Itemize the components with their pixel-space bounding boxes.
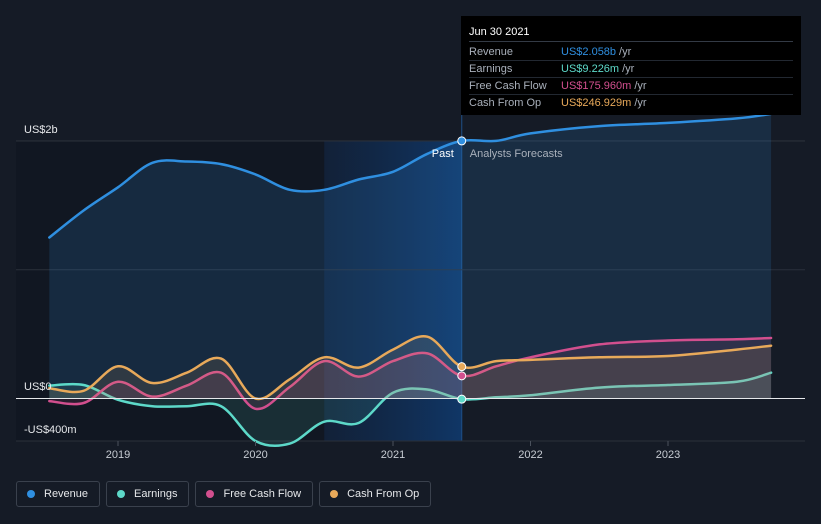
x-tick-label-2022: 2022 bbox=[518, 449, 542, 461]
tooltip-date: Jun 30 2021 bbox=[469, 25, 793, 42]
series-marker-cash-from-op bbox=[457, 362, 467, 372]
tooltip-value-cfo: US$246.929m bbox=[561, 97, 632, 109]
x-tick-label-2023: 2023 bbox=[656, 449, 680, 461]
revenue-dot-icon bbox=[27, 490, 35, 498]
earnings-dot-icon bbox=[117, 490, 126, 498]
tooltip-row-cfo: Cash From Op US$246.929m /yr bbox=[469, 95, 793, 111]
fcf-dot-icon bbox=[206, 490, 215, 498]
x-tick-label-2019: 2019 bbox=[106, 449, 130, 461]
y-label-top: US$2b bbox=[24, 124, 58, 136]
series-line-cash-from-op bbox=[48, 334, 773, 401]
legend: Revenue Earnings Free Cash Flow Cash Fro… bbox=[16, 481, 432, 507]
legend-item-cfo[interactable]: Cash From Op bbox=[319, 481, 432, 507]
past-label: Past bbox=[432, 148, 454, 160]
x-tick-label-2021: 2021 bbox=[381, 449, 405, 461]
tooltip-label-fcf: Free Cash Flow bbox=[469, 80, 547, 92]
tooltip-row-earnings: Earnings US$9.226m /yr bbox=[469, 61, 793, 78]
tooltip-unit-fcf: /yr bbox=[634, 80, 647, 92]
tooltip-value-fcf: US$175.960m bbox=[561, 80, 632, 92]
tooltip-label-cfo: Cash From Op bbox=[469, 97, 542, 109]
tooltip: Jun 30 2021 Revenue US$2.058b /yr Earnin… bbox=[461, 16, 801, 115]
forecast-label: Analysts Forecasts bbox=[470, 148, 563, 160]
y-label-bottom: -US$400m bbox=[24, 424, 77, 436]
legend-label-earnings: Earnings bbox=[134, 488, 178, 500]
series-area-free-cash-flow bbox=[49, 338, 772, 410]
series-area-earnings bbox=[49, 372, 772, 446]
legend-label-fcf: Free Cash Flow bbox=[223, 488, 302, 500]
x-tick-label-2020: 2020 bbox=[243, 449, 267, 461]
legend-item-earnings[interactable]: Earnings bbox=[106, 481, 190, 507]
tooltip-row-revenue: Revenue US$2.058b /yr bbox=[469, 44, 793, 61]
series-marker-earnings bbox=[457, 394, 467, 404]
legend-item-revenue[interactable]: Revenue bbox=[16, 481, 101, 507]
legend-item-fcf[interactable]: Free Cash Flow bbox=[195, 481, 314, 507]
legend-label-revenue: Revenue bbox=[44, 488, 89, 500]
series-line-free-cash-flow bbox=[48, 336, 773, 411]
tooltip-value-earnings: US$9.226m bbox=[561, 63, 620, 75]
legend-label-cfo: Cash From Op bbox=[347, 488, 420, 500]
tooltip-label-earnings: Earnings bbox=[469, 63, 513, 75]
tooltip-unit-earnings: /yr bbox=[622, 63, 635, 75]
series-marker-free-cash-flow bbox=[457, 371, 467, 381]
y-label-zero: US$0 bbox=[24, 381, 52, 393]
series-line-earnings bbox=[48, 371, 773, 448]
tooltip-label-revenue: Revenue bbox=[469, 46, 514, 58]
series-marker-revenue bbox=[457, 136, 467, 146]
tooltip-unit-revenue: /yr bbox=[619, 46, 632, 58]
tooltip-row-fcf: Free Cash Flow US$175.960m /yr bbox=[469, 78, 793, 95]
tooltip-value-revenue: US$2.058b bbox=[561, 46, 617, 58]
series-area-cash-from-op bbox=[49, 336, 772, 399]
series-line-revenue bbox=[48, 112, 773, 239]
cfo-dot-icon bbox=[330, 490, 339, 498]
tooltip-unit-cfo: /yr bbox=[634, 97, 647, 109]
series-area-revenue bbox=[49, 113, 772, 399]
